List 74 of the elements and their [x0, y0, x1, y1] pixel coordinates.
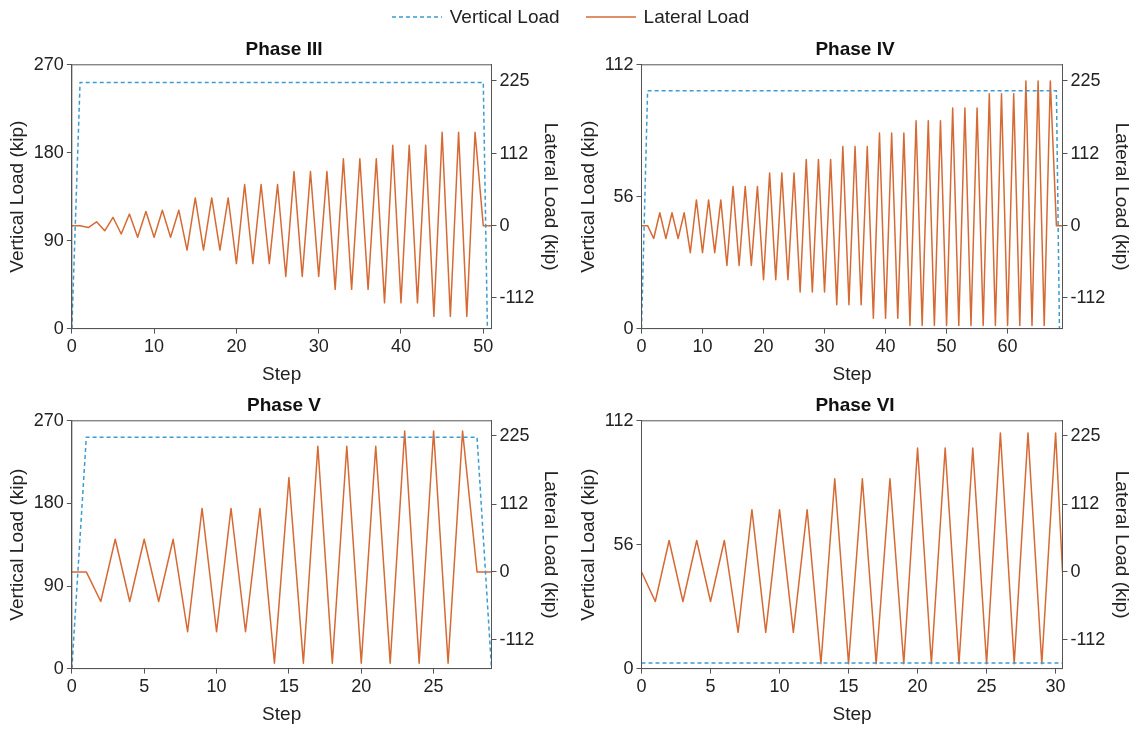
y2-tick-label: 112 — [1070, 142, 1100, 163]
x-tick-label: 20 — [753, 336, 774, 357]
x-axis-title: Step — [832, 702, 872, 724]
x-tick-label: 15 — [838, 676, 859, 697]
y2-tick-label: 112 — [499, 142, 529, 163]
x-tick-label: 50 — [473, 336, 494, 357]
legend-label: Vertical Load — [449, 6, 560, 28]
x-tick-label: 0 — [66, 336, 77, 357]
y2-tick-label: 112 — [499, 493, 529, 514]
y-tick-label: 0 — [53, 317, 64, 338]
y2-tick-label: 0 — [499, 560, 510, 581]
y2-tick-label: 225 — [1070, 69, 1101, 90]
x-tick-label: 20 — [226, 336, 247, 357]
y2-tick-label: 225 — [499, 69, 530, 90]
x-tick-label: 0 — [636, 336, 647, 357]
y2-tick-label: 225 — [1070, 424, 1101, 445]
y-tick-label: 56 — [613, 185, 634, 206]
x-tick-label: 60 — [997, 336, 1018, 357]
y-tick-label: 0 — [623, 657, 634, 678]
x-axis-title: Step — [832, 362, 872, 384]
x-tick-label: 15 — [278, 676, 299, 697]
y2-tick-label: -112 — [499, 628, 535, 649]
y-axis-title: Vertical Load (kip) — [576, 120, 598, 273]
y2-axis-title: Lateral Load (kip) — [541, 122, 563, 271]
y-axis-title: Vertical Load (kip) — [5, 468, 27, 621]
x-tick-label: 5 — [705, 676, 716, 697]
x-axis-title: Step — [262, 362, 302, 384]
y-tick-label: 180 — [33, 492, 64, 513]
x-tick-label: 25 — [423, 676, 444, 697]
y-tick-label: 0 — [623, 317, 634, 338]
x-tick-label: 30 — [308, 336, 329, 357]
legend-label: Lateral Load — [643, 6, 750, 28]
y-tick-label: 270 — [33, 53, 64, 74]
x-tick-label: 0 — [636, 676, 647, 697]
x-tick-label: 10 — [206, 676, 227, 697]
x-tick-label: 30 — [1045, 676, 1066, 697]
y2-tick-label: -112 — [499, 286, 535, 307]
y-tick-label: 90 — [43, 574, 64, 595]
x-axis-title: Step — [262, 702, 302, 724]
x-tick-label: 10 — [769, 676, 790, 697]
x-tick-label: 30 — [814, 336, 835, 357]
x-tick-label: 5 — [139, 676, 150, 697]
x-tick-label: 0 — [66, 676, 77, 697]
y2-axis-title: Lateral Load (kip) — [541, 470, 563, 619]
chart-title: Phase III — [245, 37, 323, 59]
y2-tick-label: -112 — [1070, 286, 1106, 307]
y2-axis-title: Lateral Load (kip) — [1112, 470, 1134, 619]
y-axis-title: Vertical Load (kip) — [5, 120, 27, 273]
y-tick-label: 0 — [53, 657, 64, 678]
x-tick-label: 40 — [390, 336, 412, 357]
y-axis-title: Vertical Load (kip) — [576, 468, 598, 621]
y2-tick-label: 112 — [1070, 493, 1100, 514]
y-tick-label: 56 — [613, 533, 634, 554]
y-tick-label: 180 — [33, 141, 64, 162]
y-tick-label: 90 — [43, 229, 64, 250]
y2-tick-label: -112 — [1070, 628, 1106, 649]
y-tick-label: 112 — [604, 409, 634, 430]
y2-tick-label: 0 — [499, 214, 510, 235]
x-tick-label: 40 — [875, 336, 896, 357]
y2-tick-label: 225 — [499, 424, 530, 445]
y2-axis-title: Lateral Load (kip) — [1112, 122, 1134, 271]
x-tick-label: 50 — [936, 336, 957, 357]
y2-tick-label: 0 — [1070, 560, 1081, 581]
x-tick-label: 10 — [692, 336, 713, 357]
x-tick-label: 25 — [976, 676, 997, 697]
chart-title: Phase VI — [815, 393, 895, 415]
x-tick-label: 10 — [144, 336, 165, 357]
x-tick-label: 20 — [351, 676, 372, 697]
y-tick-label: 112 — [604, 53, 634, 74]
y2-tick-label: 0 — [1070, 214, 1081, 235]
x-tick-label: 20 — [907, 676, 928, 697]
chart-title: Phase V — [247, 393, 322, 415]
y-tick-label: 270 — [33, 409, 64, 430]
chart-title: Phase IV — [815, 37, 895, 59]
